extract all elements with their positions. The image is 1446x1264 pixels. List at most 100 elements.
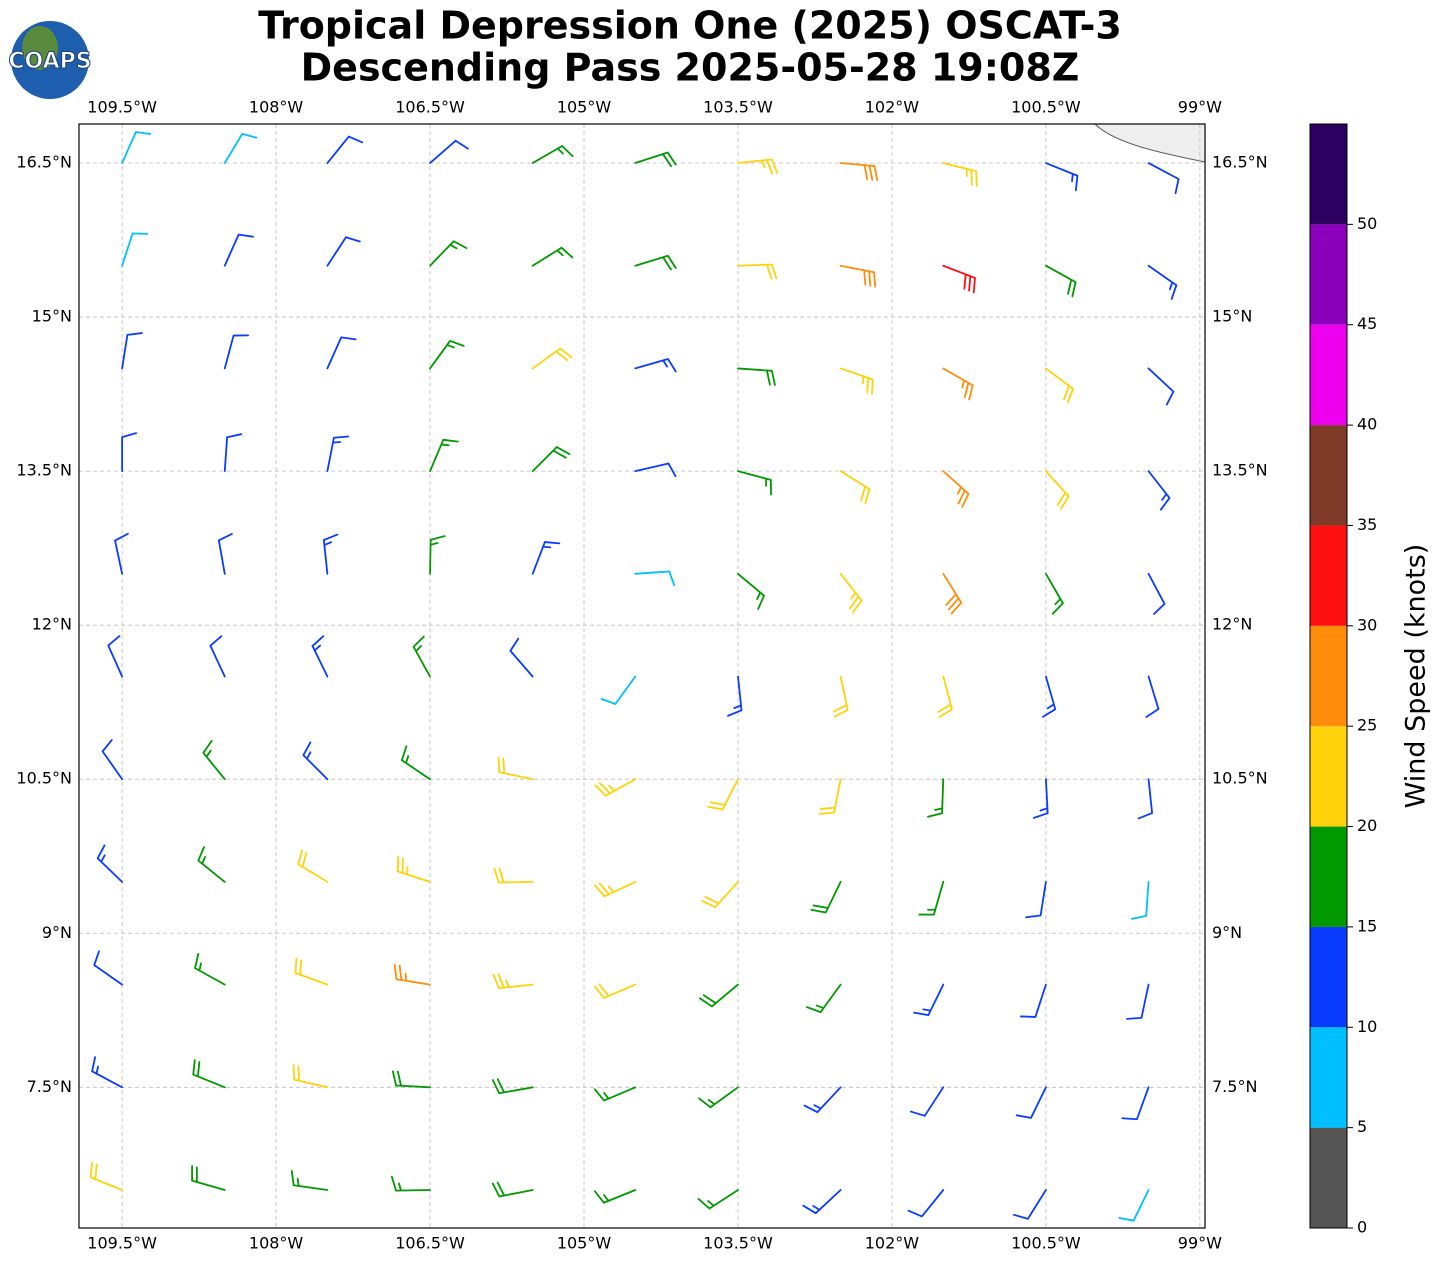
x-tick-label: 108°W [249, 98, 304, 117]
wind-barb [698, 983, 739, 1008]
wind-barb [91, 1056, 124, 1089]
wind-barb [194, 953, 226, 986]
wind-barb [634, 151, 677, 168]
y-tick-label: 7.5°N [27, 1077, 72, 1096]
y-tick-label: 10.5°N [16, 769, 72, 788]
wind-barb [509, 637, 534, 678]
logo-text: COAPS [8, 49, 91, 74]
wind-barb [114, 532, 129, 575]
wind-barb [1045, 367, 1074, 404]
wind-barb [121, 131, 152, 164]
wind-barb [697, 1189, 739, 1210]
colorbar-bin [1310, 926, 1347, 1028]
colorbar-tick-label: 30 [1357, 615, 1377, 634]
wind-barb [292, 1064, 329, 1089]
wind-barb [290, 1169, 329, 1191]
wind-barb [311, 635, 329, 678]
chart-title: Tropical Depression One (2025) OSCAT-3 [258, 4, 1122, 48]
colorbar-tick-label: 5 [1357, 1117, 1367, 1136]
wind-barb [107, 635, 124, 678]
wind-barb [701, 881, 739, 909]
wind-barb [121, 232, 149, 267]
wind-barb [429, 240, 468, 267]
wind-barb [1015, 1086, 1047, 1119]
wind-barb [1126, 983, 1150, 1020]
wind-barb [698, 1086, 739, 1109]
wind-barb [737, 470, 772, 496]
colorbar-tick-label: 10 [1357, 1017, 1377, 1036]
wind-barb [1045, 470, 1070, 510]
wind-barb [832, 675, 849, 718]
wind-barb [593, 1189, 637, 1204]
wind-barb [1025, 881, 1047, 919]
wind-barb [429, 340, 465, 370]
wind-barb [191, 1165, 226, 1191]
wind-barb [322, 533, 339, 575]
wind-barb [1137, 778, 1153, 820]
y-tick-label: 16.5°N [1212, 153, 1268, 172]
wind-barb [89, 1161, 124, 1191]
wind-barb [531, 347, 573, 370]
colorbar-bin [1310, 826, 1347, 927]
wind-barb [942, 367, 974, 401]
wind-barb [594, 778, 637, 797]
colorbar-bin [1310, 625, 1347, 727]
x-tick-label: 106.5°W [395, 1234, 465, 1253]
wind-barb [1121, 1086, 1150, 1121]
wind-barb [223, 334, 250, 370]
wind-barb [634, 462, 677, 478]
x-tick-label: 105°W [557, 1234, 612, 1253]
wind-barb [294, 957, 329, 986]
wind-barb [907, 1189, 945, 1218]
map-frame [78, 123, 1206, 1229]
colorbar-bin [1310, 525, 1347, 626]
colorbar: 0 5 10 15 20 25 30 35 40 45 50 Wind Speed (knots) [1309, 123, 1432, 1237]
wind-barb [209, 635, 226, 678]
wind-barb [93, 950, 124, 986]
wind-barb [1042, 675, 1057, 718]
wind-barb [839, 264, 877, 288]
wind-barb [223, 132, 258, 164]
y-tick-label: 13.5°N [1212, 461, 1268, 480]
x-tick-label: 102°W [865, 1234, 920, 1253]
wind-barb [202, 739, 226, 781]
wind-barb [531, 145, 574, 164]
wind-barb [492, 973, 534, 990]
x-tick-label: 109.5°W [87, 1234, 157, 1253]
wind-barb [1147, 572, 1166, 615]
x-tick-label: 103.5°W [703, 1234, 773, 1253]
wind-barb [918, 881, 945, 916]
wind-barb [101, 739, 124, 781]
wind-barb [400, 745, 431, 781]
land [1093, 123, 1206, 163]
wind-barb [1045, 162, 1079, 192]
wind-barb [1118, 1189, 1150, 1222]
wind-barb [942, 162, 978, 187]
x-tick-label: 106.5°W [395, 98, 465, 117]
wind-barb [326, 435, 350, 473]
y-tick-label: 13.5°N [16, 461, 72, 480]
colorbar-label: Wind Speed (knots) [1401, 544, 1432, 809]
colorbar-frame [1309, 123, 1348, 1229]
wind-barb [1147, 367, 1175, 406]
y-tick-label: 15°N [1212, 307, 1252, 326]
colorbar-tick-label: 50 [1357, 214, 1377, 233]
wind-barb [737, 158, 779, 175]
wind-barb [223, 233, 254, 267]
wind-barb [803, 1086, 842, 1114]
y-tick-label: 12°N [32, 615, 72, 634]
wind-barb [909, 1086, 945, 1117]
wind-barb [121, 332, 143, 370]
wind-barb [707, 778, 739, 811]
wind-barb [1147, 264, 1178, 300]
wind-barb [942, 572, 963, 615]
colorbar-bin [1310, 425, 1347, 526]
wind-barb [429, 438, 459, 473]
wind-barb [491, 1181, 534, 1198]
wind-barb [839, 572, 863, 614]
wind-barb [121, 432, 138, 473]
wind-barb [913, 983, 945, 1017]
colorbar-tick-label: 15 [1357, 916, 1377, 935]
x-tick-label: 103.5°W [703, 98, 773, 117]
colorbar-tick-label: 45 [1357, 314, 1377, 333]
